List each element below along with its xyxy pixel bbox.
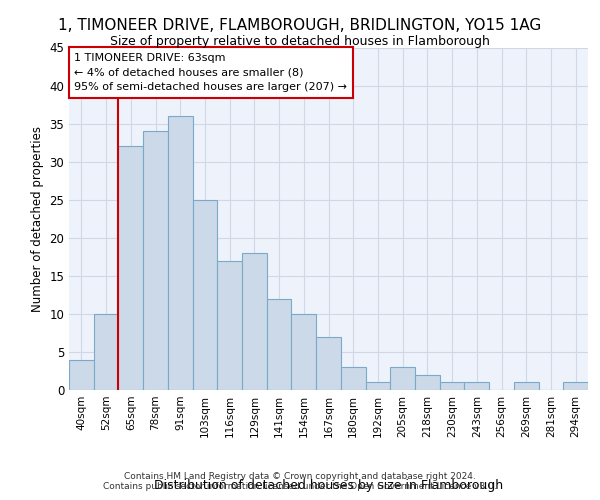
Bar	[365, 382, 390, 390]
Bar	[193, 200, 217, 390]
Text: 1, TIMONEER DRIVE, FLAMBOROUGH, BRIDLINGTON, YO15 1AG: 1, TIMONEER DRIVE, FLAMBOROUGH, BRIDLING…	[58, 18, 542, 32]
Bar	[118, 146, 143, 390]
Bar	[316, 336, 341, 390]
Bar	[143, 131, 168, 390]
Bar	[168, 116, 193, 390]
Bar	[341, 367, 365, 390]
Bar	[69, 360, 94, 390]
Bar	[217, 260, 242, 390]
Bar	[563, 382, 588, 390]
Bar	[390, 367, 415, 390]
Bar	[415, 375, 440, 390]
Bar	[292, 314, 316, 390]
Bar	[267, 298, 292, 390]
Bar	[464, 382, 489, 390]
Text: Size of property relative to detached houses in Flamborough: Size of property relative to detached ho…	[110, 35, 490, 48]
Y-axis label: Number of detached properties: Number of detached properties	[31, 126, 44, 312]
Bar	[94, 314, 118, 390]
Text: Contains public sector information licensed under the Open Government Licence v3: Contains public sector information licen…	[103, 482, 497, 491]
Text: Contains HM Land Registry data © Crown copyright and database right 2024.: Contains HM Land Registry data © Crown c…	[124, 472, 476, 481]
Text: 1 TIMONEER DRIVE: 63sqm
← 4% of detached houses are smaller (8)
95% of semi-deta: 1 TIMONEER DRIVE: 63sqm ← 4% of detached…	[74, 52, 347, 92]
X-axis label: Distribution of detached houses by size in Flamborough: Distribution of detached houses by size …	[154, 478, 503, 492]
Bar	[440, 382, 464, 390]
Bar	[514, 382, 539, 390]
Bar	[242, 253, 267, 390]
